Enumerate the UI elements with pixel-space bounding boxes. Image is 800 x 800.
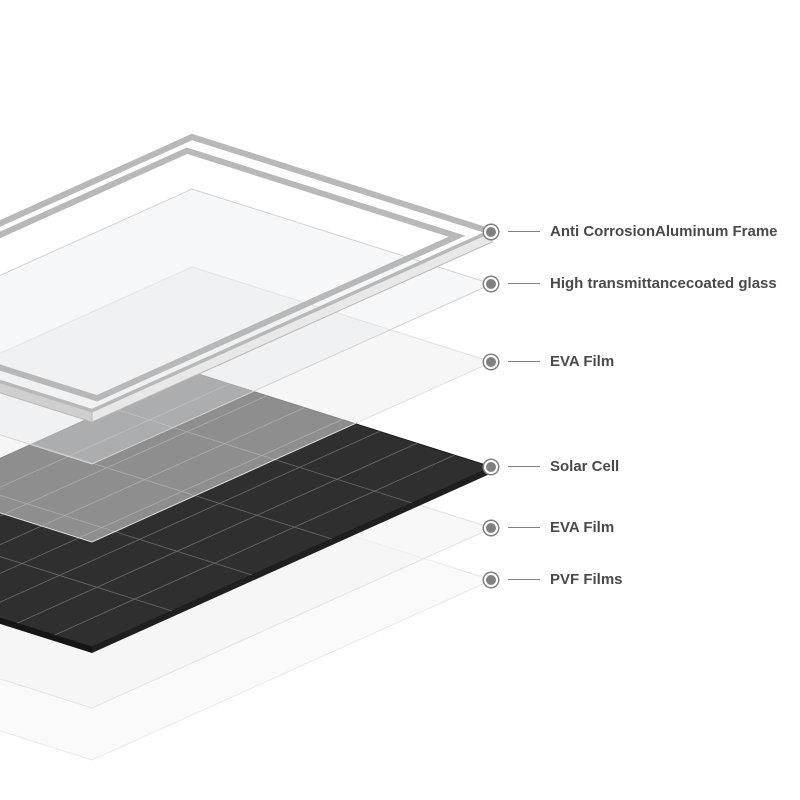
label-row-eva2: EVA Film [484, 519, 614, 536]
label-row-frame: Anti CorrosionAluminum Frame [484, 223, 778, 240]
leader-line [508, 466, 540, 468]
layer-label: EVA Film [550, 353, 614, 370]
leader-line [508, 579, 540, 581]
leader-line [508, 361, 540, 363]
bullet-icon [484, 355, 498, 369]
bullet-icon [484, 573, 498, 587]
exploded-diagram [0, 0, 800, 800]
bullet-icon [484, 521, 498, 535]
bullet-icon [484, 225, 498, 239]
layer-label: Solar Cell [550, 458, 619, 475]
leader-line [508, 231, 540, 233]
layer-label: EVA Film [550, 519, 614, 536]
leader-line [508, 283, 540, 285]
layer-label: Anti CorrosionAluminum Frame [550, 223, 778, 240]
layer-label: PVF Films [550, 571, 623, 588]
label-row-glass: High transmittancecoated glass [484, 275, 777, 292]
label-row-cell: Solar Cell [484, 458, 619, 475]
label-row-pvf: PVF Films [484, 571, 623, 588]
leader-line [508, 527, 540, 529]
bullet-icon [484, 277, 498, 291]
label-row-eva1: EVA Film [484, 353, 614, 370]
layer-label: High transmittancecoated glass [550, 275, 777, 292]
bullet-icon [484, 460, 498, 474]
